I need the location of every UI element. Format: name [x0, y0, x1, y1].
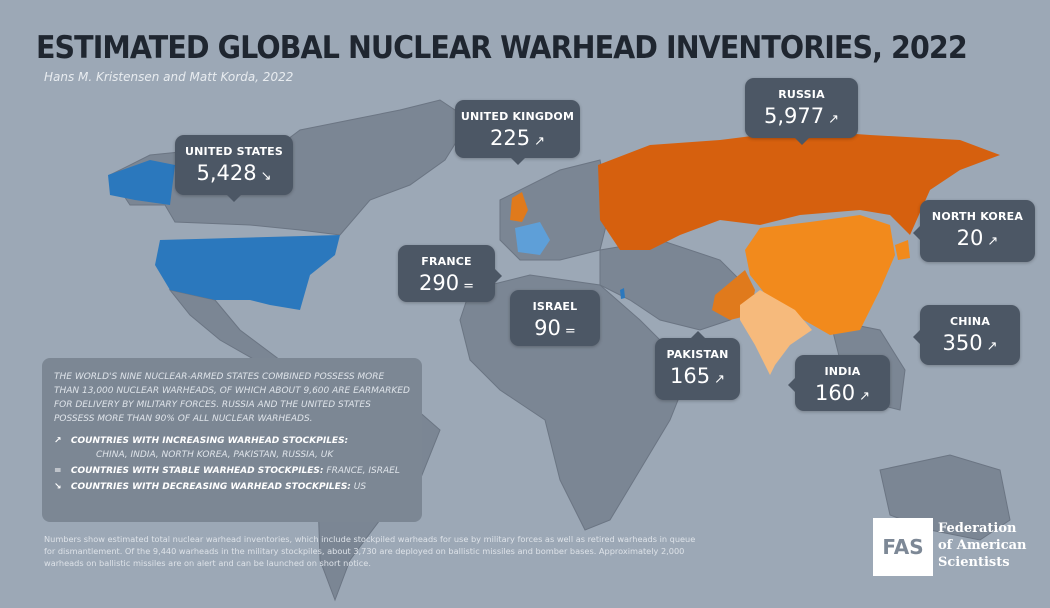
north-korea-shape	[895, 240, 910, 260]
country-name: RUSSIA	[778, 88, 825, 101]
trend-increasing-icon: ↗	[714, 372, 725, 387]
russia-shape	[598, 130, 1000, 250]
warhead-count: 165	[670, 364, 711, 388]
country-name: INDIA	[824, 365, 861, 378]
warhead-count: 350	[942, 331, 983, 355]
trend-decreasing-icon: ↘	[54, 482, 62, 492]
united-states-shape	[155, 235, 340, 310]
france-shape	[515, 222, 550, 255]
authors: Hans M. Kristensen and Matt Korda, 2022	[44, 70, 294, 84]
legend-label: COUNTRIES WITH INCREASING WARHEAD STOCKP…	[70, 436, 349, 446]
legend-decreasing: ↘ COUNTRIES WITH DECREASING WARHEAD STOC…	[54, 480, 410, 494]
fas-logo: FAS	[873, 518, 933, 576]
fas-name-line: Federation	[938, 521, 1017, 536]
country-name: UNITED STATES	[185, 145, 283, 158]
warhead-count: 20	[956, 226, 984, 250]
callout-russia: RUSSIA 5,977 ↗	[745, 78, 858, 145]
trend-increasing-icon: ↗	[859, 389, 870, 404]
trend-stable-icon: =	[463, 279, 474, 294]
country-name: FRANCE	[421, 255, 472, 268]
callout-france: FRANCE 290 =	[398, 245, 502, 302]
legend-stable: = COUNTRIES WITH STABLE WARHEAD STOCKPIL…	[54, 464, 410, 478]
trend-increasing-icon: ↗	[534, 134, 545, 149]
legend-label: COUNTRIES WITH DECREASING WARHEAD STOCKP…	[70, 482, 351, 492]
legend-increasing: ↗ COUNTRIES WITH INCREASING WARHEAD STOC…	[54, 434, 410, 462]
warhead-count: 225	[490, 126, 531, 150]
fas-name-line: Scientists	[938, 555, 1010, 570]
fas-name: Federation of American Scientists	[938, 520, 1026, 571]
alaska-shape	[108, 160, 175, 205]
trend-stable-icon: =	[54, 466, 62, 476]
trend-increasing-icon: ↗	[54, 436, 62, 446]
callout-united-kingdom: UNITED KINGDOM 225 ↗	[455, 100, 580, 165]
callout-north-korea: NORTH KOREA 20 ↗	[913, 200, 1035, 262]
page-title: ESTIMATED GLOBAL NUCLEAR WARHEAD INVENTO…	[36, 30, 968, 66]
warhead-count: 5,977	[763, 104, 825, 128]
warhead-count: 90	[534, 316, 561, 340]
trend-increasing-icon: ↗	[986, 339, 998, 354]
trend-stable-icon: =	[564, 324, 576, 339]
callout-india: INDIA 160 ↗	[788, 355, 890, 411]
india-shape	[740, 290, 812, 375]
info-box: The world's nine nuclear-armed states co…	[42, 358, 422, 522]
legend-label: COUNTRIES WITH STABLE WARHEAD STOCKPILES…	[70, 466, 324, 476]
trend-increasing-icon: ↗	[987, 234, 999, 249]
fas-name-line: of American	[938, 538, 1027, 553]
warhead-count: 5,428	[196, 161, 257, 185]
footnote: Numbers show estimated total nuclear war…	[44, 534, 696, 568]
callout-united-states: UNITED STATES 5,428 ↘	[175, 135, 293, 202]
israel-shape	[620, 288, 625, 299]
callout-china: CHINA 350 ↗	[913, 305, 1020, 365]
legend-countries: FRANCE, ISRAEL	[326, 466, 400, 476]
country-name: ISRAEL	[532, 300, 578, 313]
trend-increasing-icon: ↗	[828, 112, 840, 127]
callout-pakistan: PAKISTAN 165 ↗	[655, 331, 740, 400]
country-name: PAKISTAN	[666, 348, 729, 361]
trend-decreasing-icon: ↘	[260, 169, 272, 184]
united-kingdom-shape	[510, 192, 528, 222]
country-name: CHINA	[949, 315, 991, 328]
country-name: NORTH KOREA	[931, 210, 1024, 223]
legend-countries: CHINA, INDIA, NORTH KOREA, PAKISTAN, RUS…	[96, 450, 334, 460]
info-description: The world's nine nuclear-armed states co…	[54, 372, 410, 424]
callout-israel: ISRAEL 90 =	[510, 290, 600, 346]
legend-countries: US	[353, 482, 367, 492]
warhead-count: 160	[815, 381, 856, 405]
warhead-count: 290	[419, 271, 460, 295]
country-name: UNITED KINGDOM	[460, 110, 575, 123]
